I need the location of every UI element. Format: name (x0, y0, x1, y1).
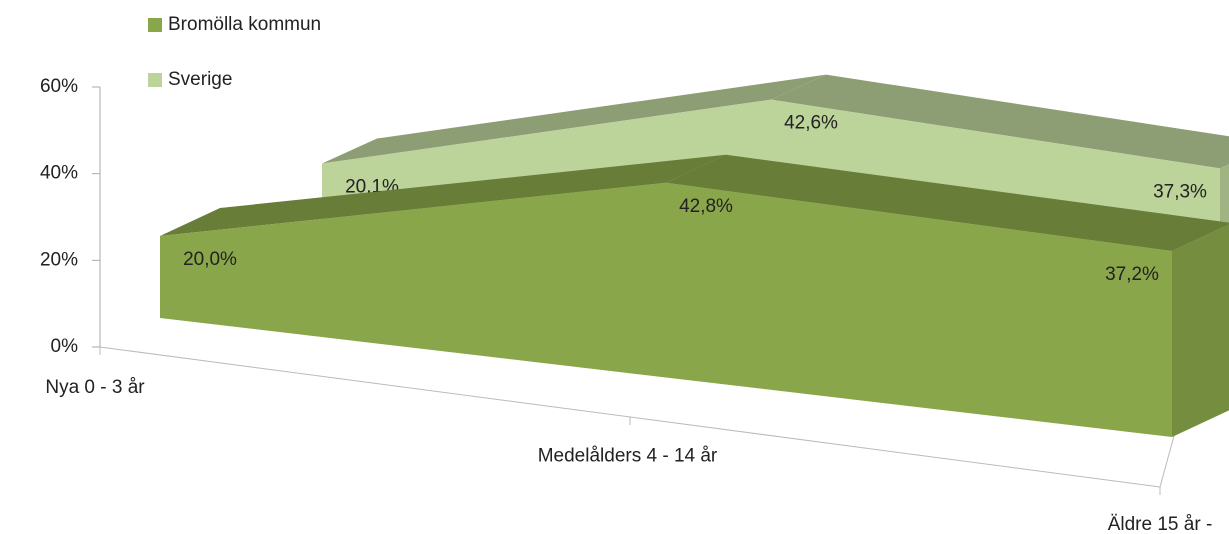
legend-label: Sverige (168, 69, 232, 90)
legend-label: Bromölla kommun (168, 14, 321, 35)
value-label: 20,0% (183, 249, 237, 270)
x-tick-label: Medelålders 4 - 14 år (538, 446, 718, 467)
area-side (1172, 224, 1229, 437)
y-tick-label: 20% (40, 249, 78, 270)
legend-swatch (148, 18, 162, 32)
x-tick-label: Nya 0 - 3 år (45, 377, 145, 398)
x-tick-label: Äldre 15 år - (1108, 514, 1213, 534)
y-tick-label: 60% (40, 76, 78, 97)
area-top (322, 74, 826, 164)
area-top (160, 154, 726, 236)
value-label: 42,8% (679, 196, 733, 217)
y-tick-label: 0% (51, 336, 79, 357)
value-label: 37,2% (1105, 264, 1159, 285)
area (160, 182, 1172, 437)
value-label: 42,6% (784, 113, 838, 134)
legend-swatch (148, 73, 162, 87)
area-top (666, 154, 1229, 251)
value-label: 37,3% (1153, 181, 1207, 202)
area-top (771, 74, 1229, 169)
y-tick-label: 40% (40, 163, 78, 184)
